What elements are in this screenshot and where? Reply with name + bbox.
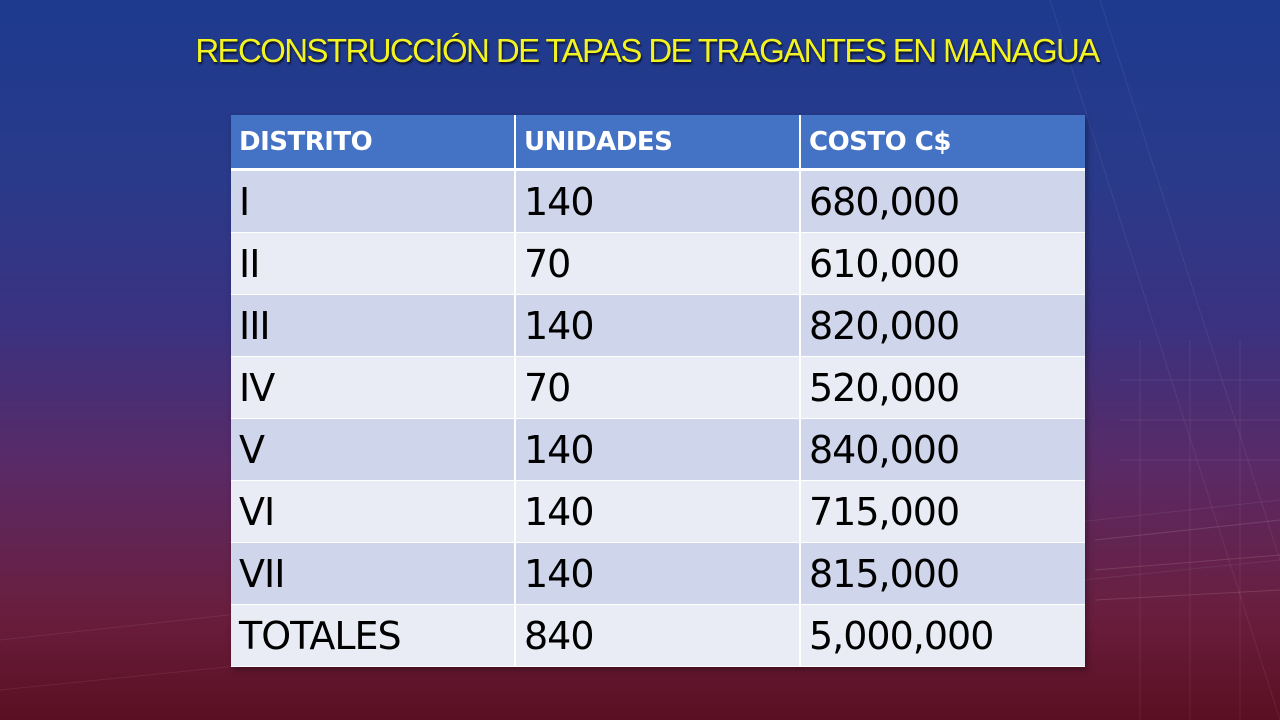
cell-costo: 820,000 (800, 294, 1085, 357)
cell-distrito: IV (231, 356, 516, 419)
table-row: VI 140 715,000 (231, 480, 1085, 543)
cost-table: DISTRITO UNIDADES COSTO C$ I 140 680,000… (231, 115, 1085, 667)
cost-table-container: DISTRITO UNIDADES COSTO C$ I 140 680,000… (231, 115, 1085, 667)
column-header-unidades: UNIDADES (515, 115, 801, 171)
cell-costo: 815,000 (800, 542, 1085, 605)
cell-distrito: V (231, 418, 516, 481)
cell-distrito: II (231, 232, 516, 295)
totals-row: TOTALES 840 5,000,000 (231, 604, 1085, 667)
slide-title: RECONSTRUCCIÓN DE TAPAS DE TRAGANTES EN … (195, 32, 1100, 69)
cell-unidades: 840 (515, 604, 801, 667)
table-row: I 140 680,000 (231, 169, 1085, 233)
cell-costo: 680,000 (800, 169, 1085, 233)
table-row: V 140 840,000 (231, 418, 1085, 481)
table-header-row: DISTRITO UNIDADES COSTO C$ (231, 115, 1085, 171)
table-row: IV 70 520,000 (231, 356, 1085, 419)
cell-distrito: VII (231, 542, 516, 605)
table-row: III 140 820,000 (231, 294, 1085, 357)
cell-unidades: 140 (515, 542, 801, 605)
column-header-distrito: DISTRITO (231, 115, 516, 171)
cell-unidades: 70 (515, 232, 801, 295)
cell-costo: 520,000 (800, 356, 1085, 419)
cell-unidades: 140 (515, 169, 801, 233)
cell-costo: 610,000 (800, 232, 1085, 295)
column-header-costo: COSTO C$ (800, 115, 1085, 171)
cell-distrito: I (231, 169, 516, 233)
cell-unidades: 140 (515, 480, 801, 543)
cell-unidades: 140 (515, 418, 801, 481)
cell-distrito: III (231, 294, 516, 357)
cell-costo: 5,000,000 (800, 604, 1085, 667)
cell-unidades: 70 (515, 356, 801, 419)
cell-distrito: VI (231, 480, 516, 543)
cell-unidades: 140 (515, 294, 801, 357)
cell-costo: 715,000 (800, 480, 1085, 543)
cell-distrito: TOTALES (231, 604, 516, 667)
cell-costo: 840,000 (800, 418, 1085, 481)
table-row: II 70 610,000 (231, 232, 1085, 295)
table-row: VII 140 815,000 (231, 542, 1085, 605)
